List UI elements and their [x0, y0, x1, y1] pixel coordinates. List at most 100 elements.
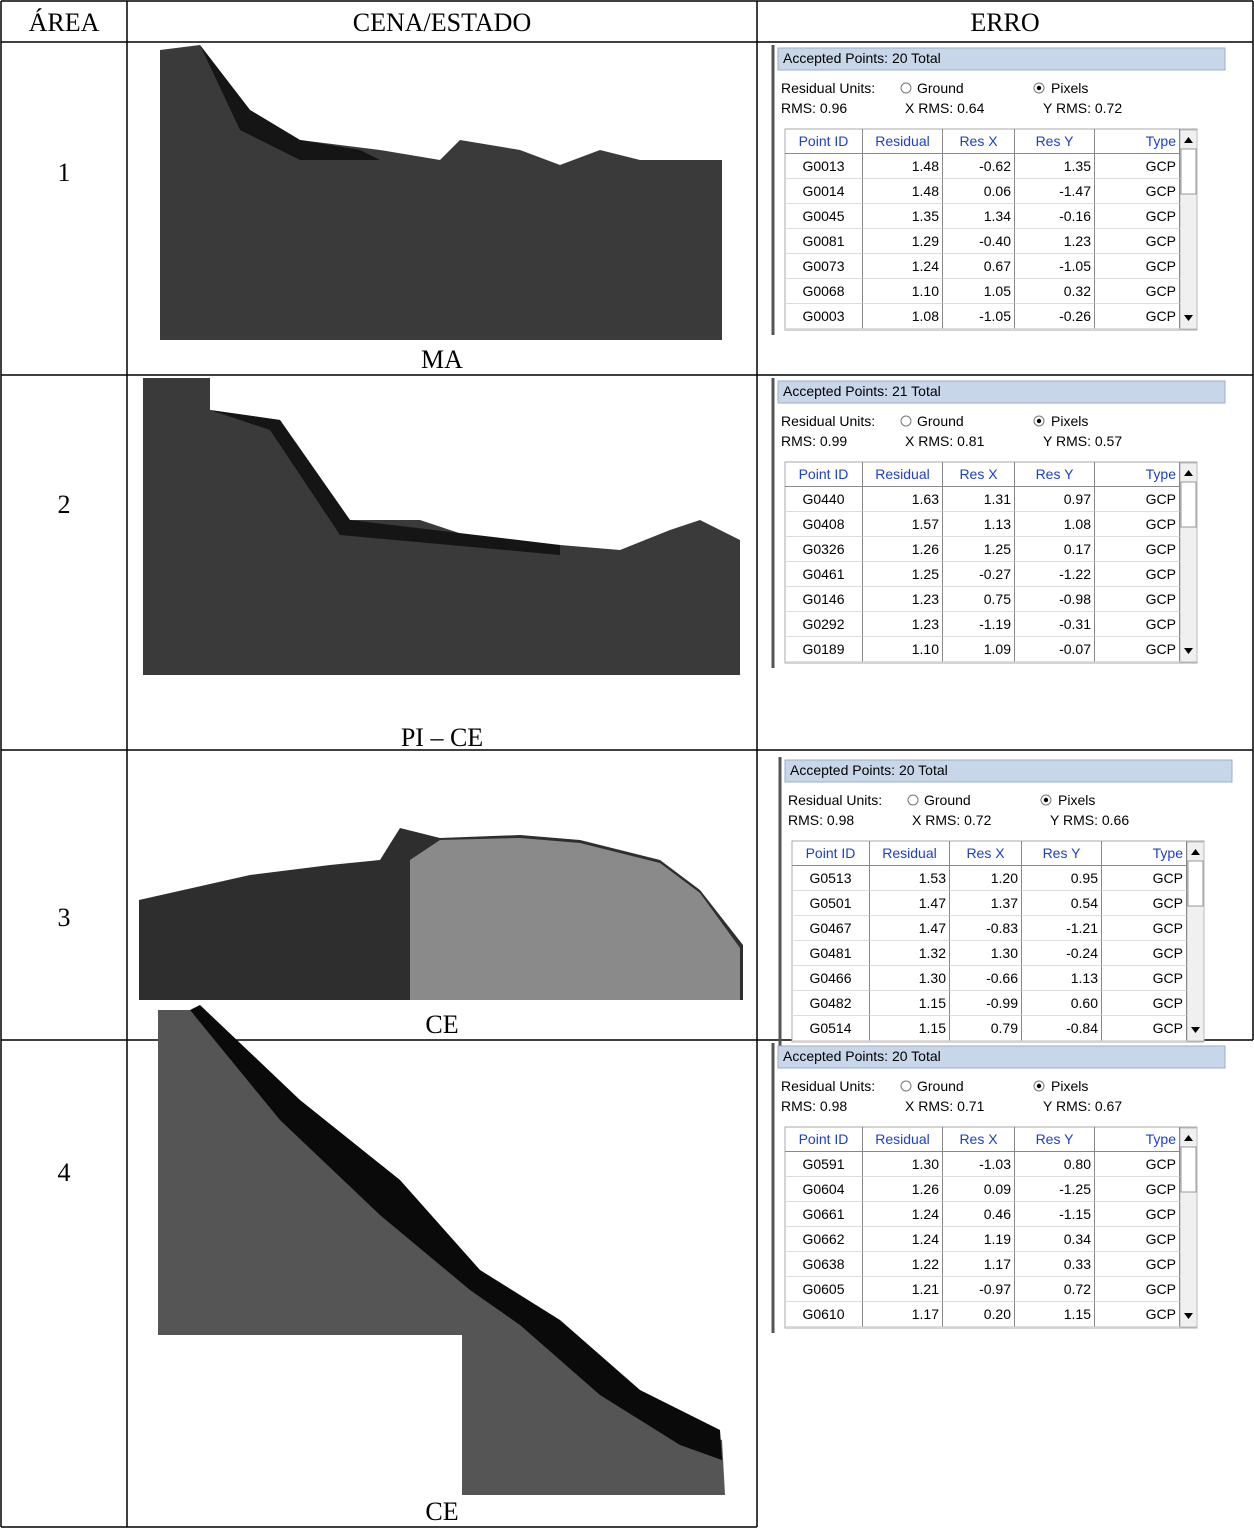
- grid-cell: GCP: [1095, 179, 1180, 204]
- grid-frame: [784, 461, 1198, 664]
- grid-cell: GCP: [1102, 1016, 1187, 1041]
- grid-cell: 1.23: [863, 612, 943, 637]
- y-rms: Y RMS: 0.72: [1043, 100, 1123, 116]
- grid-cell: GCP: [1095, 1302, 1180, 1327]
- grid-cell: 1.24: [863, 254, 943, 279]
- grid-cell: G0591: [785, 1152, 863, 1177]
- grid-cell: -0.62: [943, 154, 1015, 179]
- panel-title: Accepted Points: 20 Total: [783, 1048, 941, 1064]
- grid-cell: 1.08: [863, 304, 943, 329]
- scroll-thumb: [1187, 860, 1204, 907]
- grid-cell: 1.26: [863, 537, 943, 562]
- grid-cell: 0.20: [943, 1302, 1015, 1327]
- satellite-image: [160, 45, 722, 340]
- x-rms: X RMS: 0.72: [912, 812, 992, 828]
- column-header: Type: [1095, 1127, 1180, 1152]
- grid-cell: 1.19: [943, 1227, 1015, 1252]
- grid-cell: -0.31: [1015, 612, 1095, 637]
- panel-title-bar: [784, 759, 1233, 783]
- radio-button: [900, 415, 912, 427]
- grid-cell: GCP: [1095, 637, 1180, 662]
- scroll-thumb: [1180, 1146, 1197, 1193]
- column-header: Residual: [870, 841, 950, 866]
- grid-cell: GCP: [1095, 1202, 1180, 1227]
- grid-cell: 0.80: [1015, 1152, 1095, 1177]
- column-header: Type: [1095, 462, 1180, 487]
- grid-cell: -0.40: [943, 229, 1015, 254]
- satellite-image: [143, 378, 740, 675]
- column-header: Res X: [943, 129, 1015, 154]
- panel-title-bar: [777, 1045, 1226, 1069]
- grid-cell: 1.30: [863, 1152, 943, 1177]
- grid-cell: -0.24: [1022, 941, 1102, 966]
- grid-cell: 0.79: [950, 1016, 1022, 1041]
- scroll-down: [1184, 1313, 1193, 1319]
- satellite-image: [158, 1005, 725, 1495]
- grid-frame: [784, 1126, 1198, 1329]
- scroll-thumb: [1180, 148, 1197, 195]
- grid-cell: 0.34: [1015, 1227, 1095, 1252]
- area-number: 4: [57, 1158, 71, 1187]
- grid-cell: 0.97: [1015, 487, 1095, 512]
- grid-cell: 1.32: [870, 941, 950, 966]
- column-header: ÁREA: [28, 8, 100, 37]
- grid-cell: 1.25: [863, 562, 943, 587]
- state-label: PI – CE: [400, 723, 484, 752]
- column-header: CENA/ESTADO: [352, 8, 532, 37]
- grid-cell: 1.26: [863, 1177, 943, 1202]
- grid-cell: 1.13: [1022, 966, 1102, 991]
- grid-cell: 1.05: [943, 279, 1015, 304]
- scroll-up: [1184, 470, 1193, 476]
- grid-cell: G0481: [792, 941, 870, 966]
- grid-cell: G0610: [785, 1302, 863, 1327]
- grid-cell: G0662: [785, 1227, 863, 1252]
- grid-cell: -0.66: [950, 966, 1022, 991]
- grid-cell: 0.32: [1015, 279, 1095, 304]
- y-rms: Y RMS: 0.66: [1050, 812, 1130, 828]
- grid-cell: GCP: [1095, 587, 1180, 612]
- ground-option: Ground: [917, 1078, 964, 1094]
- grid-cell: G0013: [785, 154, 863, 179]
- grid-cell: GCP: [1095, 154, 1180, 179]
- pixels-option: Pixels: [1058, 792, 1096, 808]
- grid-cell: G0408: [785, 512, 863, 537]
- grid-frame: [791, 840, 1205, 1043]
- scroll-thumb: [1180, 481, 1197, 528]
- grid-cell: 0.17: [1015, 537, 1095, 562]
- ground-option: Ground: [924, 792, 971, 808]
- grid-cell: 1.24: [863, 1227, 943, 1252]
- grid-cell: 0.95: [1022, 866, 1102, 891]
- grid-cell: GCP: [1095, 304, 1180, 329]
- radio-button: [900, 1080, 912, 1092]
- grid-cell: 1.17: [943, 1252, 1015, 1277]
- grid-cell: 1.15: [870, 991, 950, 1016]
- ground-option: Ground: [917, 80, 964, 96]
- grid-cell: 1.57: [863, 512, 943, 537]
- column-header: Point ID: [785, 129, 863, 154]
- grid-cell: -1.05: [943, 304, 1015, 329]
- satellite-image: [139, 828, 743, 1000]
- scroll-up: [1184, 1135, 1193, 1141]
- grid-cell: G0003: [785, 304, 863, 329]
- y-rms: Y RMS: 0.57: [1043, 433, 1123, 449]
- state-label: MA: [421, 345, 463, 374]
- area-number: 1: [57, 158, 71, 187]
- grid-cell: 1.22: [863, 1252, 943, 1277]
- y-rms: Y RMS: 0.67: [1043, 1098, 1123, 1114]
- x-rms: X RMS: 0.64: [905, 100, 985, 116]
- grid-cell: 1.15: [1015, 1302, 1095, 1327]
- column-header: Residual: [863, 1127, 943, 1152]
- grid-cell: 1.47: [870, 916, 950, 941]
- grid-cell: G0501: [792, 891, 870, 916]
- grid-cell: GCP: [1102, 991, 1187, 1016]
- grid-cell: G0146: [785, 587, 863, 612]
- column-header: Point ID: [785, 1127, 863, 1152]
- panel-title: Accepted Points: 21 Total: [783, 383, 941, 399]
- grid-cell: GCP: [1095, 1152, 1180, 1177]
- column-header: Res Y: [1015, 462, 1095, 487]
- rms: RMS: 0.98: [781, 1098, 848, 1114]
- x-rms: X RMS: 0.71: [905, 1098, 985, 1114]
- grid-cell: -1.03: [943, 1152, 1015, 1177]
- grid-cell: -0.97: [943, 1277, 1015, 1302]
